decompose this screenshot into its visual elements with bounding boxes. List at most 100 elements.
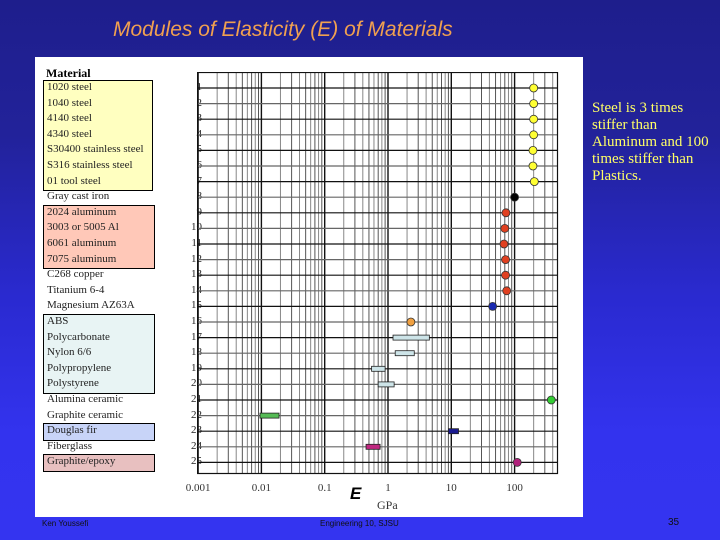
material-number: 6 (196, 159, 203, 171)
material-name: C268 copper (47, 268, 104, 281)
data-point (488, 301, 498, 311)
material-name: 1040 steel (47, 96, 92, 109)
legend-item: 4340 steel 4 (47, 127, 202, 142)
footer-course: Engineering 10, SJSU (320, 519, 399, 528)
slide-title: Modules of Elasticity (E) of Materials (113, 18, 453, 41)
material-number: 17 (191, 330, 202, 343)
material-name: 4340 steel (47, 127, 92, 140)
legend-item: Graphite ceramic 22 (47, 408, 202, 423)
material-number: 23 (191, 424, 202, 437)
material-number: 1 (196, 81, 203, 93)
log-grid-chart (197, 72, 559, 475)
material-name: Titanium 6-4 (47, 283, 105, 296)
material-number: 13 (191, 268, 202, 281)
data-point (528, 161, 538, 171)
x-tick-label: 0.01 (251, 482, 272, 494)
range-bar (377, 381, 395, 388)
material-name: Fiberglass (47, 439, 93, 452)
legend-item: C268 copper 13 (47, 267, 202, 282)
legend-item: Alumina ceramic 21 (47, 392, 202, 407)
legend-item: S316 stainless steel 6 (47, 158, 202, 173)
material-name: Magnesium AZ63A (47, 299, 135, 312)
material-name: Gray cast iron (47, 190, 110, 203)
data-point (500, 223, 510, 233)
data-point (501, 270, 510, 280)
data-point (529, 99, 539, 109)
legend-item: Gray cast iron 8 (47, 189, 202, 204)
material-number: 21 (191, 393, 202, 405)
x-axis-label: E (350, 484, 362, 503)
data-point (528, 146, 538, 155)
material-name: 3003 or 5005 Al (47, 221, 119, 234)
range-bar (371, 365, 386, 372)
material-name: Nylon 6/6 (47, 346, 92, 359)
material-number: 19 (191, 361, 202, 374)
data-point (501, 208, 511, 218)
legend-group-aluminums (43, 204, 155, 270)
legend-item: 01 tool steel 7 (47, 174, 202, 189)
legend-item: ABS 16 (47, 314, 202, 329)
legend-header: Material (46, 66, 91, 80)
legend-group-steels (43, 80, 153, 192)
data-point (529, 130, 539, 140)
range-bar (394, 350, 415, 357)
material-number: 4 (196, 127, 203, 140)
material-number: 25 (191, 455, 202, 468)
legend-item: Titanium 6-4 14 (47, 283, 202, 298)
material-name: Polypropylene (47, 361, 112, 374)
legend-item: 1020 steel 1 (47, 80, 202, 95)
material-number: 24 (191, 439, 202, 452)
material-number: 14 (191, 283, 202, 296)
data-point (510, 192, 520, 202)
legend-item: Graphite/epoxy 25 (47, 454, 202, 469)
material-name: 2024 aluminum (47, 205, 117, 218)
legend-item: S30400 stainless steel 5 (47, 142, 202, 157)
data-point (512, 457, 522, 467)
range-bar (365, 443, 381, 450)
legend-item: Douglas fir 23 (47, 423, 202, 438)
data-point (499, 239, 509, 249)
material-number: 10 (191, 221, 202, 234)
material-name: Alumina ceramic (47, 393, 124, 405)
material-number: 20 (191, 377, 202, 390)
legend-item: Fiberglass 24 (47, 439, 202, 454)
x-tick-label: 1 (385, 482, 391, 494)
material-name: ABS (47, 315, 69, 327)
legend-group-plastics (43, 314, 155, 394)
legend-item: Polycarbonate 17 (47, 330, 202, 345)
plot-area (197, 72, 559, 475)
legend-item: Nylon 6/6 18 (47, 345, 202, 360)
legend-item: 2024 aluminum 9 (47, 205, 202, 220)
material-name: 4140 steel (47, 112, 92, 125)
legend-item: 4140 steel 3 (47, 111, 202, 126)
legend-item: Polystyrene 20 (47, 376, 202, 391)
x-tick-label: 100 (506, 482, 523, 494)
material-number: 9 (196, 205, 203, 218)
range-bar (448, 428, 459, 435)
material-name: 6061 aluminum (47, 237, 117, 249)
data-point (501, 255, 510, 265)
material-number: 15 (191, 299, 202, 312)
material-number: 11 (191, 237, 202, 249)
legend-item: 7075 aluminum 12 (47, 252, 202, 267)
legend-item: Polypropylene 19 (47, 361, 202, 376)
material-name: 1020 steel (47, 81, 92, 93)
data-point (529, 83, 539, 93)
material-name: 7075 aluminum (47, 252, 117, 265)
data-point (546, 395, 556, 405)
range-bar (392, 334, 430, 341)
data-point (502, 286, 512, 296)
material-number: 2 (196, 96, 203, 109)
material-name: S316 stainless steel (47, 159, 133, 171)
callout-note: Steel is 3 times stiffer than Aluminum a… (592, 100, 709, 184)
x-axis-unit: GPa (377, 498, 398, 512)
legend-item: 6061 aluminum 11 (47, 236, 202, 251)
material-name: Douglas fir (47, 424, 97, 437)
material-number: 12 (191, 252, 202, 265)
range-bar (259, 412, 280, 419)
page-number: 35 (668, 517, 680, 528)
data-point (529, 177, 539, 186)
material-name: Graphite/epoxy (47, 455, 116, 468)
x-tick-label: 0.1 (317, 482, 332, 494)
material-name: Polystyrene (47, 377, 99, 390)
